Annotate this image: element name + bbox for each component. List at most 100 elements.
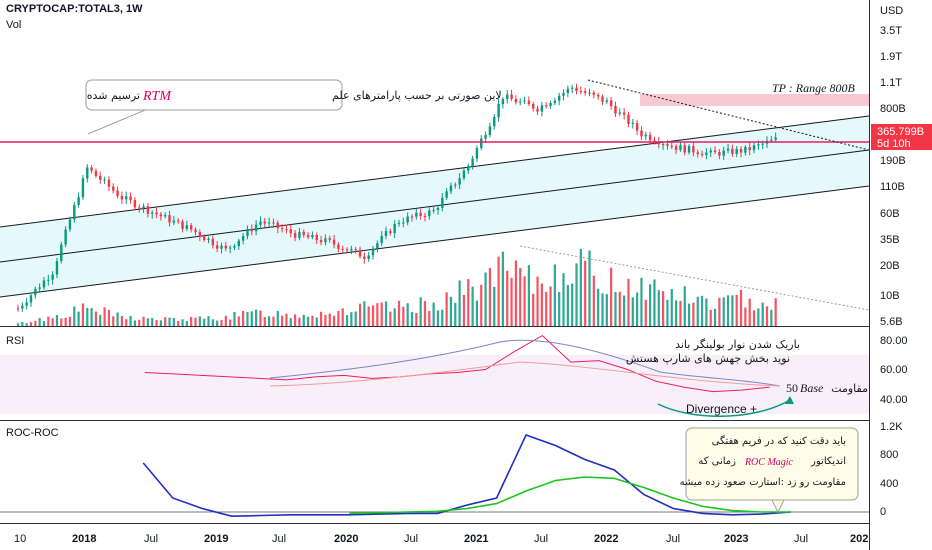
candle-body [622, 112, 626, 115]
rsi-axis[interactable]: 80.00 60.00 40.00 [880, 335, 908, 406]
symbol-title[interactable]: CRYPTOCAP:TOTAL3, 1W [6, 3, 143, 15]
roc-axis[interactable]: 1.2K 800 400 0 [880, 421, 903, 518]
candle-body [337, 244, 340, 249]
volume-bar [332, 315, 336, 326]
volume-bar [350, 312, 353, 326]
candle-body [164, 215, 167, 217]
candle-body [315, 234, 318, 241]
time-tick: 10 [14, 533, 26, 545]
candle-body [674, 146, 678, 150]
candle-body [77, 197, 80, 205]
current-price: 365.799B [877, 126, 924, 138]
rtm-callout[interactable]: لاین صورتی بر حسب پارامترهای علم RTM ترس… [85, 79, 502, 135]
volume-bar [281, 315, 284, 326]
volume-label[interactable]: Vol [6, 19, 22, 31]
candle-body [263, 221, 266, 224]
candle-body [618, 112, 622, 114]
volume-bar [185, 321, 188, 326]
volume-bar [103, 307, 106, 326]
candle-body [47, 279, 50, 281]
volume-bar [73, 306, 76, 326]
price-tick: 3.5T [880, 25, 902, 37]
candle-body [341, 248, 344, 250]
candle-body [224, 245, 228, 249]
volume-bar [151, 317, 154, 326]
candle-body [168, 215, 171, 223]
time-axis[interactable]: 10 2018 Jul 2019 Jul 2020 Jul 2021 Jul 2… [14, 533, 868, 545]
candle-body [389, 231, 392, 234]
volume-bar [774, 298, 777, 326]
candle-body [601, 96, 604, 102]
candle-body [16, 308, 20, 310]
divergence-arrowhead [785, 396, 794, 404]
volume-bar [120, 315, 124, 326]
volume-bar [692, 302, 695, 326]
volume-bar [159, 320, 162, 326]
volume-bar [289, 318, 292, 326]
price-axis[interactable]: USD 3.5T 1.9T 1.1T 800B 190B 110B 60B 35… [871, 5, 932, 328]
volume-bar [397, 300, 401, 326]
volume-bar [592, 275, 595, 326]
volume-bar [488, 268, 492, 326]
volume-bar [553, 264, 556, 326]
candle-body [107, 179, 111, 187]
volume-bar [558, 292, 561, 326]
roc-panel [0, 434, 869, 518]
volume-bar [562, 273, 565, 326]
volume-bar [549, 286, 552, 326]
volume-bar [319, 311, 323, 326]
volume-bar [696, 296, 699, 326]
candle-body [402, 222, 405, 224]
trend-lines [0, 79, 870, 311]
candle-body [579, 91, 583, 93]
roc-label[interactable]: ROC-ROC [6, 427, 59, 439]
candle-body [298, 231, 301, 238]
candle-body [376, 243, 379, 249]
volume-bar [649, 284, 652, 326]
candle-body [276, 222, 279, 229]
candle-body [90, 167, 93, 171]
volume-bar [566, 285, 569, 326]
time-tick: 2018 [72, 533, 96, 545]
roc-callout[interactable]: باید دقت کنید که در فریم هفتگی اندیکاتور… [680, 427, 859, 514]
candle-body [575, 87, 578, 92]
candle-body [142, 206, 145, 208]
rsi-label[interactable]: RSI [6, 335, 24, 347]
volume-bar [99, 314, 102, 326]
candle-body [640, 130, 643, 137]
volume-bar [597, 288, 600, 326]
volume-bar [614, 291, 617, 326]
volume-bar [666, 299, 669, 326]
roc-ma-line [349, 476, 791, 515]
volume-bar [713, 308, 717, 326]
volume-bar [38, 318, 41, 326]
candle-body [683, 145, 686, 153]
candle-body [198, 232, 202, 237]
volume-bar [116, 312, 119, 326]
volume-bar [224, 315, 227, 326]
candle-body [55, 261, 59, 275]
volume-bar [107, 310, 111, 326]
candle-body [696, 152, 699, 155]
candle-body [259, 221, 262, 225]
volume-bar [579, 248, 582, 326]
volume-bar [358, 303, 362, 326]
time-tick: 2019 [204, 533, 228, 545]
volume-bar [112, 316, 115, 326]
volume-bar [644, 299, 647, 326]
candle-body [471, 158, 474, 167]
volume-bar [705, 298, 708, 326]
volume-bar [229, 319, 232, 326]
candle-body [523, 100, 526, 102]
candle-body [393, 223, 396, 234]
volume-bar [172, 317, 175, 326]
candle-body [99, 175, 102, 180]
volume-bar [47, 316, 50, 326]
volume-bar [259, 310, 262, 326]
volume-bar [129, 315, 132, 326]
candle-body [570, 87, 574, 89]
volume-bar [181, 319, 184, 326]
volume-bar [298, 317, 301, 326]
volume-bar [90, 308, 93, 326]
volume-bar [765, 306, 769, 326]
